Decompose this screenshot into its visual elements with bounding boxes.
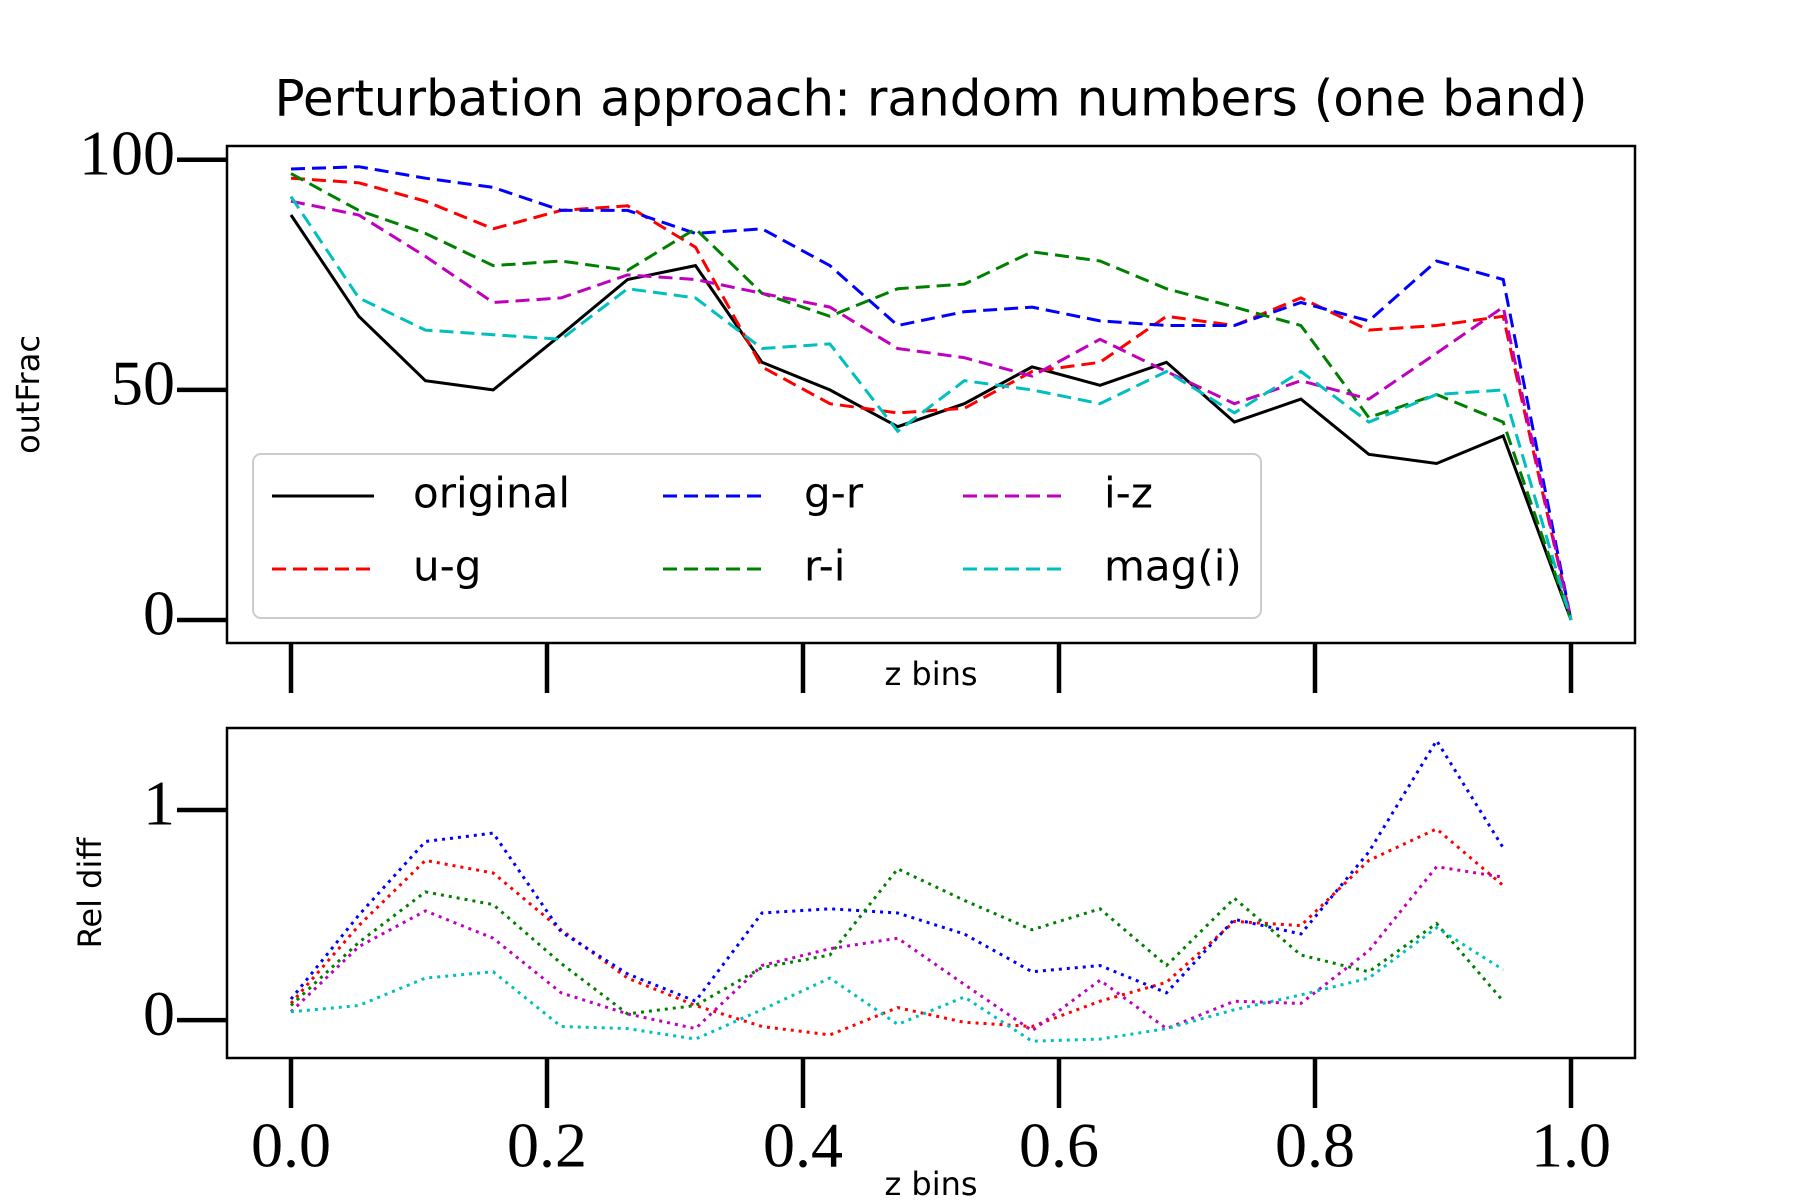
series-line	[289, 214, 1573, 621]
y-axis-label: outFrac	[9, 335, 47, 454]
series-line	[289, 865, 1504, 1033]
y-tick-label: 1	[143, 768, 175, 839]
chart-title: Perturbation approach: random numbers (o…	[275, 70, 1588, 128]
x-tick-label: 0.2	[507, 1110, 587, 1181]
y-axis-label: Rel diff	[71, 837, 109, 949]
series-line	[290, 172, 1573, 621]
legend-label: u-g	[413, 542, 481, 591]
y-tick-label: 100	[79, 117, 175, 188]
legend-label: mag(i)	[1104, 542, 1242, 591]
series-line	[289, 195, 1573, 621]
legend-label: g-r	[804, 469, 864, 518]
y-tick-label: 50	[111, 348, 175, 419]
y-tick-label: 0	[143, 578, 175, 649]
legend-label: r-i	[804, 542, 845, 591]
x-tick-label: 0.0	[251, 1110, 331, 1181]
x-tick-label: 1.0	[1531, 1110, 1611, 1181]
series-line	[289, 737, 1505, 1004]
series-line	[290, 199, 1573, 621]
legend-label: i-z	[1104, 469, 1153, 518]
x-tick-label: 0.8	[1275, 1110, 1355, 1181]
legend-label: original	[413, 469, 570, 518]
x-axis-label: z bins	[884, 655, 977, 693]
series-line	[289, 827, 1505, 1037]
x-tick-label: 0.4	[763, 1110, 843, 1181]
y-tick-label: 0	[143, 978, 175, 1049]
x-tick-label: 0.6	[1019, 1110, 1099, 1181]
series-line	[290, 165, 1573, 621]
axes-frame	[225, 726, 1637, 1060]
axes-frame	[225, 144, 1637, 645]
series-line	[290, 925, 1505, 1043]
series-line	[290, 176, 1573, 621]
x-axis-label: z bins	[884, 1165, 977, 1200]
